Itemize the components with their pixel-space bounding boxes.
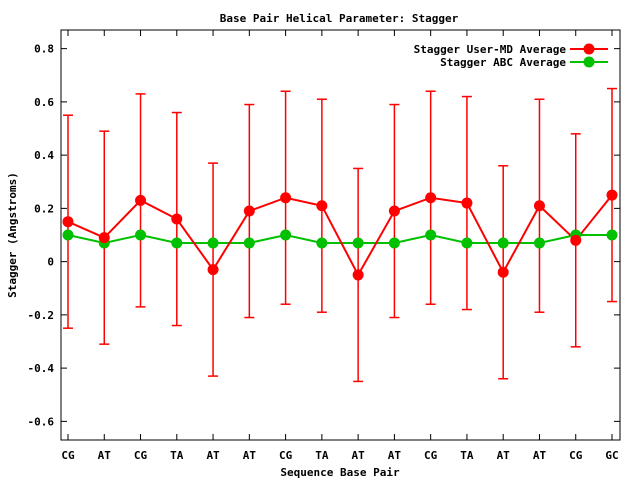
- legend-marker-0: [583, 43, 595, 55]
- y-tick-label: 0.2: [34, 202, 54, 215]
- data-point-series-0: [461, 197, 473, 209]
- data-point-series-1: [606, 229, 618, 241]
- x-tick-label: AT: [206, 449, 220, 462]
- y-tick-label: 0.4: [34, 149, 54, 162]
- x-tick-label: CG: [424, 449, 438, 462]
- data-point-series-1: [316, 237, 328, 249]
- y-tick-label: 0: [47, 256, 54, 269]
- x-tick-label: TA: [170, 449, 184, 462]
- data-point-series-0: [352, 269, 364, 281]
- data-point-series-0: [62, 216, 74, 228]
- data-point-series-0: [606, 189, 618, 201]
- data-point-series-1: [388, 237, 400, 249]
- data-point-series-1: [352, 237, 364, 249]
- series-markers: [62, 189, 618, 281]
- data-point-series-0: [316, 200, 328, 212]
- y-tick-label: -0.6: [28, 415, 55, 428]
- data-point-series-1: [461, 237, 473, 249]
- data-point-series-0: [98, 232, 110, 244]
- data-point-series-1: [207, 237, 219, 249]
- data-point-series-1: [62, 229, 74, 241]
- y-tick-label: -0.2: [28, 309, 55, 322]
- data-point-series-0: [135, 194, 147, 206]
- y-tick-label: 0.6: [34, 96, 54, 109]
- data-point-series-0: [280, 192, 292, 204]
- x-tick-label: AT: [352, 449, 366, 462]
- x-tick-label: AT: [533, 449, 547, 462]
- data-point-series-0: [570, 234, 582, 246]
- x-tick-label: AT: [243, 449, 257, 462]
- plot-frame: [60, 29, 621, 441]
- data-point-series-1: [533, 237, 545, 249]
- data-point-series-1: [280, 229, 292, 241]
- chart-title: Base Pair Helical Parameter: Stagger: [220, 12, 459, 25]
- error-bars: [63, 87, 617, 383]
- data-point-series-1: [171, 237, 183, 249]
- x-axis-label: Sequence Base Pair: [280, 466, 400, 479]
- x-tick-label: AT: [497, 449, 511, 462]
- legend-label-abc: Stagger ABC Average: [440, 56, 566, 69]
- x-tick-label: TA: [460, 449, 474, 462]
- legend-label-user-md: Stagger User-MD Average: [414, 43, 567, 56]
- data-point-series-0: [533, 200, 545, 212]
- data-point-series-0: [388, 205, 400, 217]
- series-line-1: [67, 233, 612, 245]
- data-point-series-1: [243, 237, 255, 249]
- data-point-series-0: [425, 192, 437, 204]
- legend: Stagger User-MD Average Stagger ABC Aver…: [414, 43, 608, 69]
- legend-marker-1: [583, 56, 595, 68]
- x-tick-label: AT: [98, 449, 112, 462]
- y-axis-label: Stagger (Angstroms): [6, 172, 19, 298]
- series-line-0: [67, 194, 613, 278]
- data-point-series-0: [497, 266, 509, 278]
- x-tick-label: TA: [315, 449, 329, 462]
- y-tick-label: -0.4: [28, 362, 55, 375]
- data-point-series-1: [135, 229, 147, 241]
- data-point-series-0: [243, 205, 255, 217]
- data-point-series-0: [207, 264, 219, 276]
- x-tick-label: CG: [61, 449, 75, 462]
- y-tick-label: 0.8: [34, 43, 54, 56]
- axis-ticks: -0.6 -0.4 -0.2 0 0.2 0.4 0.6 0.8 CG AT CG TA AT AT CG T…: [28, 30, 620, 462]
- x-tick-label: GC: [605, 449, 618, 462]
- x-tick-label: CG: [134, 449, 148, 462]
- x-tick-label: AT: [388, 449, 402, 462]
- x-tick-label: CG: [569, 449, 583, 462]
- data-point-series-1: [425, 229, 437, 241]
- data-point-series-1: [497, 237, 509, 249]
- data-point-series-0: [171, 213, 183, 225]
- series-lines: [67, 194, 613, 278]
- x-tick-label: CG: [279, 449, 293, 462]
